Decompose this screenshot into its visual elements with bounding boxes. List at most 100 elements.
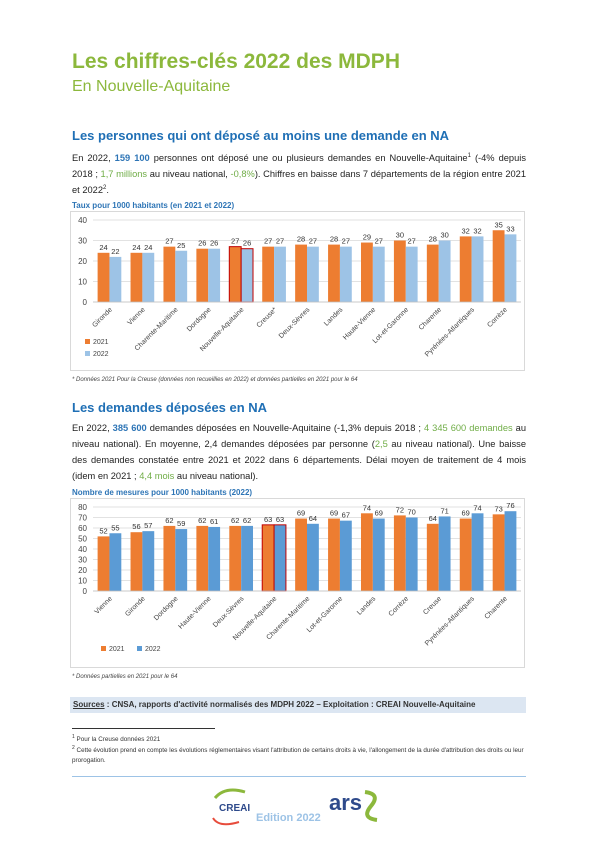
x-tick-label: Haute-Vienne [342,306,377,341]
y-tick-label: 10 [78,577,87,586]
logos: CREAI ars [212,788,378,826]
value-label: 62 [165,516,173,525]
value-label: 69 [462,509,470,518]
x-tick-label: Gironde [124,595,147,618]
x-tick-label: Corrèze [486,306,509,329]
bar [97,252,110,302]
value-label: 55 [111,523,119,532]
text-run: En 2022, [72,153,115,163]
text-run: ). Chiffres en baisse dans 7 département… [72,169,526,195]
value-label: 22 [111,247,119,256]
legend-swatch [85,339,90,344]
y-tick-label: 30 [78,237,87,246]
bar [175,529,188,591]
paragraph: En 2022, 159 100 personnes ont déposé un… [72,150,526,198]
text-run: En 2022, [72,423,113,433]
value-label: 28 [429,235,437,244]
logo-swoosh [364,790,378,822]
bar [130,252,143,302]
bar [471,513,484,591]
value-label: 74 [363,503,371,512]
y-tick-label: 10 [78,278,87,287]
y-tick-label: 40 [78,545,87,554]
value-label: 52 [99,526,107,535]
sources-text: : CNSA, rapports d'activité normalisés d… [104,700,476,709]
y-tick-label: 60 [78,524,87,533]
chart-note: * Données partielles en 2021 pour le 64 [72,674,178,680]
text-run: personnes ont déposé une ou plusieurs de… [149,153,468,163]
bar [163,525,176,591]
bar [372,518,385,591]
x-tick-label: Deux-Sèvres [212,595,246,629]
bar [274,246,286,302]
value-label: 27 [375,237,383,246]
x-tick-label: Haute-Vienne [178,595,213,630]
bar [109,533,122,591]
bar [438,516,451,591]
bar [261,524,275,592]
bar [295,244,307,302]
bar [426,244,439,302]
y-tick-label: 0 [83,587,88,596]
footer-rule [72,776,526,777]
bar [459,518,472,591]
y-tick-label: 70 [78,514,87,523]
legend-label: 2021 [109,646,125,653]
bar [295,518,307,591]
bar [208,248,221,302]
bar [360,242,373,302]
value-label: 27 [231,237,239,246]
x-tick-label: Vienne [94,595,114,615]
section-heading: Les personnes qui ont déposé au moins un… [72,128,450,143]
footnote-mark: 1 [72,734,75,740]
bar [492,230,505,302]
value-label: 69 [297,509,305,518]
value-label: 26 [243,239,251,248]
value-label: 72 [396,505,404,514]
value-label: 27 [165,237,173,246]
bar [196,248,209,302]
y-tick-label: 30 [78,556,87,565]
value-label: 59 [177,519,185,528]
value-label: 32 [462,226,470,235]
bar [208,526,221,591]
bar [109,256,122,302]
bar [426,523,439,591]
bar [328,518,340,591]
legend-swatch [137,646,142,651]
bar [471,236,484,302]
value-label: 69 [330,509,338,518]
value-label: 35 [494,220,502,229]
value-label: 32 [473,226,481,235]
bar [240,248,254,303]
logo-swoosh [213,788,246,800]
bar [228,246,242,303]
text-run: (-4% depuis 2018 ; [72,153,526,179]
bar [459,236,472,302]
bar [492,514,505,591]
x-tick-label: Corrèze [388,595,411,618]
text-run: au niveau national). En moyenne, 2,4 dem… [72,423,527,449]
value-label: 62 [243,516,251,525]
value-label: 26 [198,239,206,248]
y-tick-label: 20 [78,257,87,266]
value-label: 74 [473,503,481,512]
x-tick-label: Charente [484,595,509,620]
value-label: 29 [363,233,371,242]
value-label: 62 [198,516,206,525]
x-tick-label: Dordogne [153,595,180,622]
footnote-ref: 2 [103,184,107,191]
bar [262,246,275,302]
footnote-text: Cette évolution prend en compte les évol… [72,747,524,765]
x-tick-label: Dordogne [186,306,213,333]
bar [339,246,352,302]
x-tick-label: Creuse* [256,306,279,329]
value-label: 24 [99,243,107,252]
value-label: 63 [276,515,284,524]
x-tick-label: Landes [323,306,345,328]
section-heading: Les demandes déposées en NA [72,400,268,415]
bar [142,252,155,302]
sources: Sources : CNSA, rapports d'activité norm… [70,697,526,713]
